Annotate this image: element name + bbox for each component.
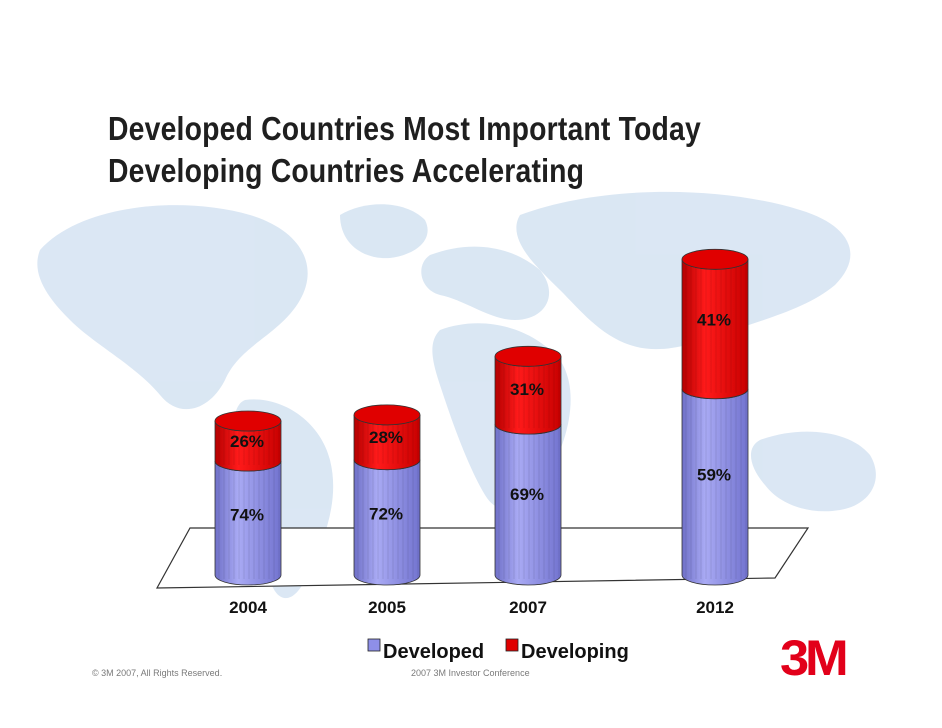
bar-2007-developed-texture bbox=[498, 428, 560, 579]
legend: Developed Developing bbox=[367, 638, 629, 663]
legend-label-developed: Developed bbox=[383, 641, 484, 663]
bar-2007-developed bbox=[494, 424, 562, 586]
x-tick-label-2012: 2012 bbox=[696, 598, 734, 617]
footer-event: 2007 3M Investor Conference bbox=[411, 668, 530, 678]
bar-2005-developed-label: 72% bbox=[369, 505, 403, 524]
legend-swatch-developing bbox=[505, 638, 519, 652]
slide-title-line-2: Developing Countries Accelerating bbox=[108, 152, 585, 189]
bar-2012-developed-texture bbox=[685, 392, 747, 579]
bar-2004-developed-label: 74% bbox=[230, 505, 264, 524]
bar-2005-developing-label: 28% bbox=[369, 428, 403, 447]
bar-2004-developing-label: 26% bbox=[230, 432, 264, 451]
chart-floor bbox=[155, 527, 810, 589]
bar-2005-developing-cap bbox=[353, 404, 421, 426]
slide-title-line-1: Developed Countries Most Important Today bbox=[108, 110, 701, 147]
bar-2012-developed-label: 59% bbox=[697, 466, 731, 485]
bar-2004-developed-texture bbox=[218, 465, 280, 579]
bar-2005: 72% 28% bbox=[353, 404, 421, 586]
bar-2007-developing-cap bbox=[494, 345, 562, 367]
x-tick-label-2007: 2007 bbox=[509, 598, 547, 617]
bar-2007-developing-label: 31% bbox=[510, 380, 544, 399]
bar-2012-developed bbox=[681, 388, 749, 586]
brand-logo: 3M bbox=[780, 630, 849, 686]
x-tick-label-2004: 2004 bbox=[229, 598, 267, 617]
bar-2004-developing-cap bbox=[214, 410, 282, 432]
bar-2012-developing-label: 41% bbox=[697, 311, 731, 330]
bar-2007-developed-label: 69% bbox=[510, 485, 544, 504]
bar-2005-developing-texture bbox=[357, 418, 419, 464]
bar-2004: 74% 26% bbox=[214, 410, 282, 586]
legend-swatch-developed bbox=[367, 638, 381, 652]
bar-2012-developing-cap bbox=[681, 248, 749, 270]
bar-2007-developing-texture bbox=[498, 360, 560, 429]
bar-2007: 69% 31% bbox=[494, 345, 562, 586]
x-tick-label-2005: 2005 bbox=[368, 598, 406, 617]
bar-2012: 59% 41% bbox=[681, 248, 749, 586]
bar-2005-developed-texture bbox=[357, 463, 419, 579]
bar-2004-developing-texture bbox=[218, 425, 280, 466]
legend-label-developing: Developing bbox=[521, 641, 629, 663]
bar-2012-developing-texture bbox=[685, 263, 747, 393]
footer-copyright: © 3M 2007, All Rights Reserved. bbox=[92, 668, 223, 678]
